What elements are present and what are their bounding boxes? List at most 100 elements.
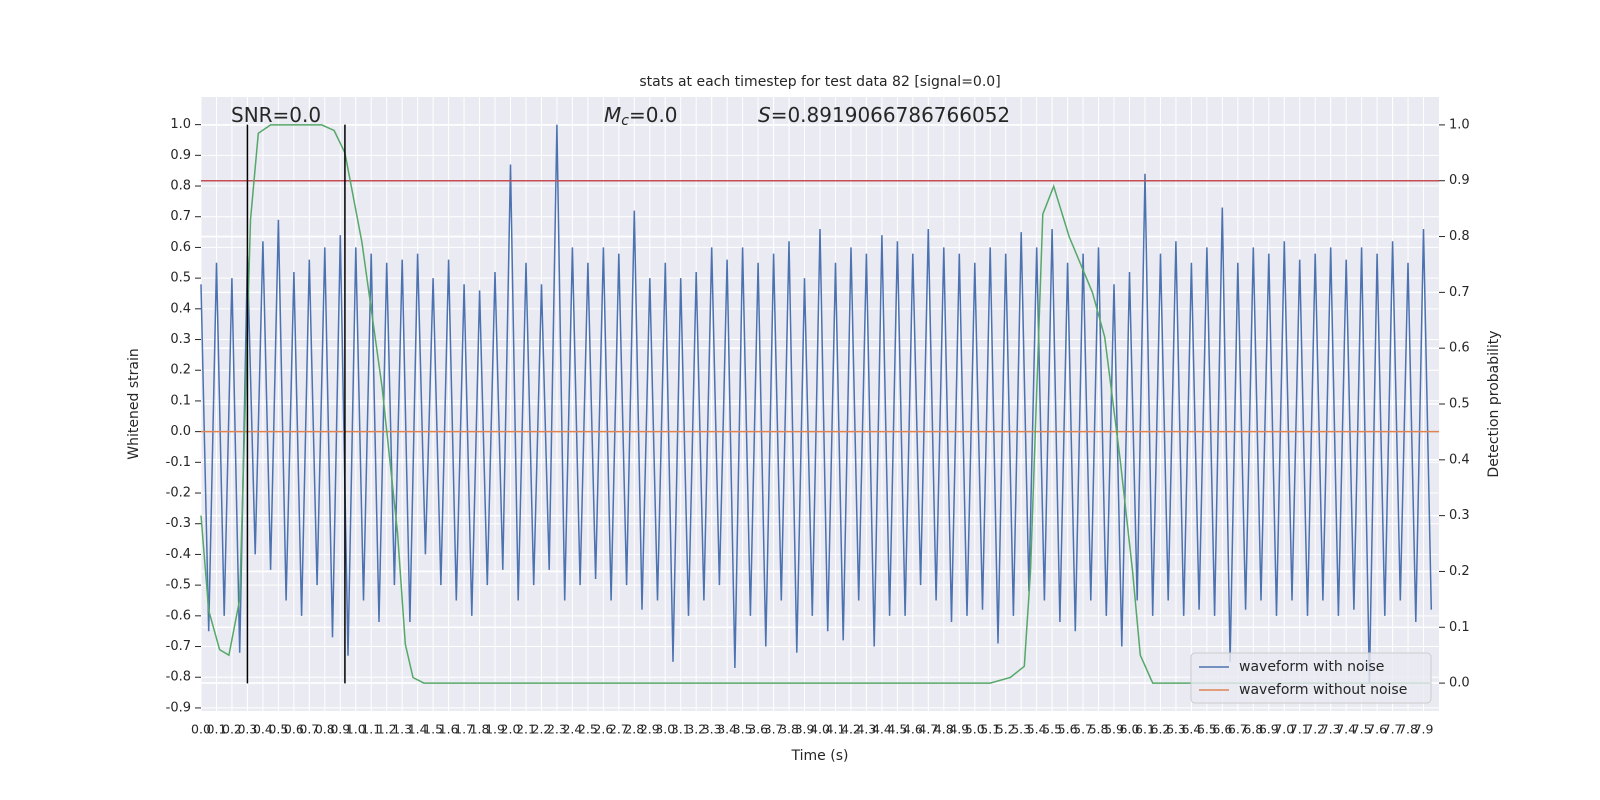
x-tick-label: 5.6 bbox=[1058, 722, 1078, 737]
y-tick-label: 0.3 bbox=[170, 332, 191, 347]
x-tick-label: 0.8 bbox=[315, 722, 335, 737]
x-tick-label: 2.0 bbox=[501, 722, 521, 737]
x-tick-label: 1.1 bbox=[361, 722, 381, 737]
y-tick-label: -0.1 bbox=[166, 455, 191, 470]
x-tick-label: 4.6 bbox=[903, 722, 923, 737]
x-tick-label: 0.2 bbox=[222, 722, 242, 737]
x-tick-label: 2.8 bbox=[624, 722, 644, 737]
annotation-text: =0.8919066786766052 bbox=[771, 103, 1010, 127]
x-tick-label: 0.6 bbox=[284, 722, 304, 737]
x-tick-label: 4.1 bbox=[826, 722, 846, 737]
x-tick-label: 0.1 bbox=[207, 722, 227, 737]
y-tick-label: 0.9 bbox=[170, 148, 191, 163]
y-tick-label: -0.7 bbox=[166, 639, 191, 654]
x-tick-label: 5.3 bbox=[1011, 722, 1031, 737]
annotation: Mc=0.0 bbox=[604, 103, 678, 130]
x-tick-label: 3.9 bbox=[795, 722, 815, 737]
x-tick-label: 6.1 bbox=[1135, 722, 1155, 737]
y-tick-label: 1.0 bbox=[170, 117, 191, 132]
x-tick-label: 6.8 bbox=[1243, 722, 1263, 737]
x-tick-label: 7.2 bbox=[1305, 722, 1325, 737]
x-tick-label: 4.3 bbox=[856, 722, 876, 737]
x-tick-label: 3.8 bbox=[779, 722, 799, 737]
x-tick-label: 1.8 bbox=[470, 722, 490, 737]
y-tick-label: -0.9 bbox=[166, 700, 191, 715]
x-tick-label: 6.9 bbox=[1259, 722, 1279, 737]
x-tick-label: 0.7 bbox=[299, 722, 319, 737]
x-tick-label: 7.9 bbox=[1414, 722, 1434, 737]
y-tick-label: 0.5 bbox=[170, 271, 191, 286]
x-tick-label: 2.9 bbox=[640, 722, 660, 737]
x-tick-label: 2.1 bbox=[516, 722, 536, 737]
x-tick-label: 1.4 bbox=[408, 722, 428, 737]
x-tick-label: 2.5 bbox=[578, 722, 598, 737]
x-tick-label: 3.7 bbox=[764, 722, 784, 737]
x-tick-label: 5.7 bbox=[1073, 722, 1093, 737]
chart-title: stats at each timestep for test data 82 … bbox=[639, 74, 1000, 90]
x-tick-label: 3.0 bbox=[655, 722, 675, 737]
x-tick-label: 0.0 bbox=[191, 722, 211, 737]
x-tick-label: 4.2 bbox=[841, 722, 861, 737]
legend-label: waveform with noise bbox=[1239, 659, 1384, 675]
x-tick-label: 6.0 bbox=[1120, 722, 1140, 737]
y-tick-label: 0.2 bbox=[170, 363, 191, 378]
x-tick-label: 3.1 bbox=[671, 722, 691, 737]
x-tick-label: 1.7 bbox=[454, 722, 474, 737]
annotation-subscript: c bbox=[621, 113, 629, 129]
x-tick-label: 7.4 bbox=[1336, 722, 1356, 737]
y-tick-label: -0.8 bbox=[166, 670, 191, 685]
annotation-text: SNR=0.0 bbox=[231, 103, 321, 127]
y-tick-label: -0.6 bbox=[166, 608, 191, 623]
y-axis-label: Whitened strain bbox=[126, 348, 142, 459]
x-tick-label: 1.5 bbox=[423, 722, 443, 737]
y2-tick-label: 0.5 bbox=[1449, 397, 1470, 412]
x-tick-label: 4.0 bbox=[810, 722, 830, 737]
x-tick-label: 7.3 bbox=[1321, 722, 1341, 737]
x-tick-label: 5.0 bbox=[965, 722, 985, 737]
x-tick-label: 2.3 bbox=[547, 722, 567, 737]
y-tick-label: -0.2 bbox=[166, 486, 191, 501]
x-tick-label: 7.7 bbox=[1383, 722, 1403, 737]
x-tick-label: 1.3 bbox=[392, 722, 412, 737]
legend-label: waveform without noise bbox=[1239, 682, 1407, 698]
x-tick-label: 7.6 bbox=[1367, 722, 1387, 737]
x-tick-label: 2.6 bbox=[593, 722, 613, 737]
y2-axis-label: Detection probability bbox=[1486, 330, 1502, 477]
x-tick-label: 6.3 bbox=[1166, 722, 1186, 737]
x-tick-label: 0.5 bbox=[268, 722, 288, 737]
y-tick-label: 0.6 bbox=[170, 240, 191, 255]
y-tick-label: -0.3 bbox=[166, 516, 191, 531]
x-tick-label: 6.6 bbox=[1212, 722, 1232, 737]
probability-line bbox=[200, 124, 1430, 684]
y2-tick-label: 0.7 bbox=[1449, 285, 1470, 300]
y-tick-label: 0.1 bbox=[170, 393, 191, 408]
x-tick-label: 3.6 bbox=[748, 722, 768, 737]
y2-tick-label: 0.3 bbox=[1449, 508, 1470, 523]
x-tick-label: 4.4 bbox=[872, 722, 892, 737]
series-line bbox=[200, 124, 1433, 684]
y-tick-label: -0.4 bbox=[166, 547, 191, 562]
y2-tick-label: 1.0 bbox=[1449, 117, 1470, 132]
x-tick-label: 6.7 bbox=[1228, 722, 1248, 737]
x-tick-label: 1.9 bbox=[485, 722, 505, 737]
x-tick-label: 1.6 bbox=[439, 722, 459, 737]
y-tick-label: -0.5 bbox=[166, 578, 191, 593]
x-tick-label: 4.5 bbox=[887, 722, 907, 737]
x-tick-label: 6.4 bbox=[1181, 722, 1201, 737]
annotation-text: =0.0 bbox=[629, 103, 678, 127]
x-tick-label: 7.1 bbox=[1290, 722, 1310, 737]
y2-tick-label: 0.6 bbox=[1449, 341, 1470, 356]
x-tick-label: 5.9 bbox=[1104, 722, 1124, 737]
x-tick-label: 2.2 bbox=[532, 722, 552, 737]
annotation-symbol: S bbox=[758, 103, 771, 127]
x-tick-label: 3.5 bbox=[733, 722, 753, 737]
x-tick-label: 3.2 bbox=[686, 722, 706, 737]
x-tick-label: 0.3 bbox=[237, 722, 257, 737]
x-tick-label: 4.9 bbox=[949, 722, 969, 737]
x-tick-label: 7.0 bbox=[1274, 722, 1294, 737]
x-tick-label: 1.0 bbox=[346, 722, 366, 737]
x-tick-label: 3.4 bbox=[717, 722, 737, 737]
annotation: S=0.8919066786766052 bbox=[758, 103, 1010, 127]
x-axis-label: Time (s) bbox=[791, 748, 849, 764]
